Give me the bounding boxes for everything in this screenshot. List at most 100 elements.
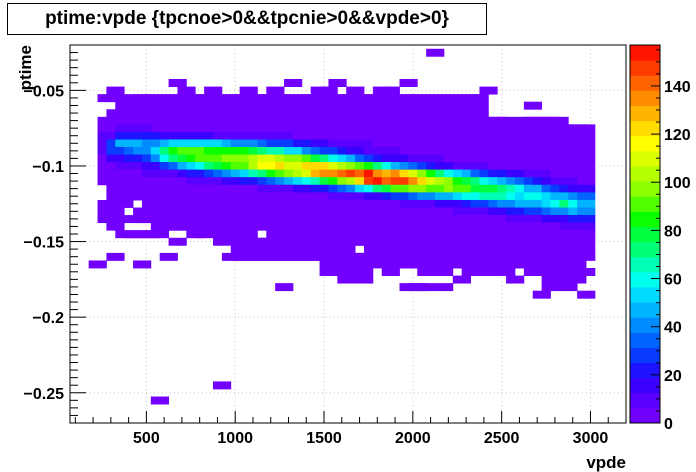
- heatmap-cell: [497, 268, 516, 276]
- heatmap-cell: [577, 162, 596, 171]
- color-bar-tick-label: 20: [664, 368, 682, 385]
- color-bar-tick-label: 40: [664, 320, 682, 337]
- heatmap-cell: [417, 283, 436, 292]
- heatmap-cell: [577, 154, 596, 163]
- color-bar-segment: [630, 90, 660, 106]
- heatmap-cell: [506, 275, 525, 284]
- heatmap-cell: [106, 184, 125, 193]
- heatmap-cell: [106, 252, 125, 261]
- heatmap-cell: [577, 245, 596, 254]
- heatmap-cell: [106, 86, 125, 95]
- heatmap-cell: [559, 283, 578, 292]
- color-bar-tick-label: 100: [664, 175, 691, 192]
- heatmap-cell: [159, 252, 178, 261]
- heatmap-cell: [577, 199, 596, 208]
- heatmap-cell: [479, 86, 498, 95]
- heatmap-cell: [577, 192, 596, 201]
- heatmap-cell: [337, 222, 356, 231]
- x-axis: 500 1000 1500 2000 2500 3000: [74, 411, 627, 447]
- heatmap-cell: [106, 215, 125, 224]
- heatmap-cell: [435, 283, 454, 292]
- color-bar-segment: [630, 60, 660, 76]
- heatmap-cell: [577, 147, 596, 156]
- heatmap-cell: [479, 268, 498, 276]
- heatmap-cell: [124, 184, 143, 193]
- heatmap-cell: [239, 245, 258, 254]
- color-bar-tick-label: 120: [664, 127, 691, 144]
- y-tick-label: −0.15: [24, 235, 65, 252]
- color-bar-tick-label: 60: [664, 272, 682, 289]
- heatmap-cell: [337, 268, 356, 276]
- heatmap-cell: [275, 283, 294, 292]
- heatmap-cell: [133, 207, 152, 216]
- heatmap-cell: [577, 222, 596, 231]
- color-bar-segment: [630, 241, 660, 258]
- color-bar-tick-label: 140: [664, 79, 691, 96]
- x-tick-label: 2500: [484, 430, 520, 447]
- color-bar-segment: [630, 45, 660, 61]
- color-bar-segment: [630, 362, 660, 379]
- heatmap-cell: [577, 139, 596, 148]
- color-bar-segment: [630, 105, 660, 122]
- color-bar-segment: [630, 196, 660, 212]
- heatmap-cell: [204, 86, 223, 95]
- heatmap-cell: [212, 237, 232, 246]
- x-axis-label: vpde: [586, 453, 626, 472]
- color-bar-segment: [630, 332, 660, 348]
- heatmap-cell: [550, 116, 569, 125]
- heatmap-cell: [568, 275, 587, 284]
- heatmap-cell: [257, 245, 276, 254]
- color-bar-frame: [629, 44, 661, 424]
- color-bar-segment: [630, 407, 660, 424]
- y-tick-label: −0.1: [32, 159, 64, 176]
- heatmap-cell: [470, 101, 489, 110]
- heatmap-cell: [577, 230, 596, 239]
- y-axis: −0.05 −0.1 −0.15 −0.2 −0.25: [24, 44, 86, 424]
- color-bar-segment: [630, 181, 660, 197]
- heatmap-cell: [426, 48, 445, 57]
- heatmap-cell: [88, 260, 107, 269]
- heatmap-cell: [150, 396, 169, 405]
- color-bar-segment: [630, 317, 660, 333]
- heatmap-cell: [390, 222, 409, 231]
- heatmap-cell: [355, 275, 374, 284]
- heatmap-cell: [106, 94, 125, 103]
- y-axis-label: ptime: [16, 45, 35, 90]
- heatmap-cell: [577, 207, 596, 216]
- heatmap-cell: [239, 230, 258, 239]
- color-bar-segment: [630, 165, 660, 182]
- x-tick-label: 3000: [573, 430, 609, 447]
- heatmap-cell: [133, 192, 152, 201]
- heatmap-cell: [461, 268, 480, 276]
- x-tick-label: 2000: [395, 430, 431, 447]
- color-bar-segment: [630, 271, 660, 288]
- heatmap-cell: [559, 252, 578, 261]
- heatmap-cell: [168, 79, 187, 87]
- heatmap-cell: [106, 192, 125, 201]
- color-bar-segment: [630, 347, 660, 364]
- heatmap-cell: [470, 94, 489, 103]
- heatmap-cell: [310, 252, 329, 261]
- heatmap-cell: [381, 268, 400, 276]
- heatmap-cell: [168, 237, 187, 246]
- heatmap-cell: [266, 86, 285, 95]
- heatmap-cell: [577, 252, 596, 261]
- heatmap-cell: [319, 268, 338, 276]
- color-bar-tick-label: 80: [664, 223, 682, 240]
- heatmap-cell: [150, 230, 169, 239]
- heatmap-cell: [577, 169, 596, 178]
- color-bar: 0 20 40 60 80 100 120 140: [629, 44, 691, 433]
- color-bar-segment: [630, 392, 660, 409]
- color-bar-segment: [630, 302, 660, 318]
- heatmap-cell: [577, 131, 596, 140]
- heatmap-cell: [319, 86, 338, 95]
- heatmap-cell: [115, 199, 134, 208]
- heatmap-cell: [337, 260, 356, 269]
- heatmap-cell: [328, 252, 347, 261]
- heatmap-cell: [399, 101, 418, 110]
- color-bar-segment: [630, 377, 660, 394]
- color-bar-segment: [630, 211, 660, 227]
- heatmap-cell: [541, 283, 560, 292]
- heatmap-cell: [212, 381, 232, 390]
- heatmap-cell: [577, 290, 596, 299]
